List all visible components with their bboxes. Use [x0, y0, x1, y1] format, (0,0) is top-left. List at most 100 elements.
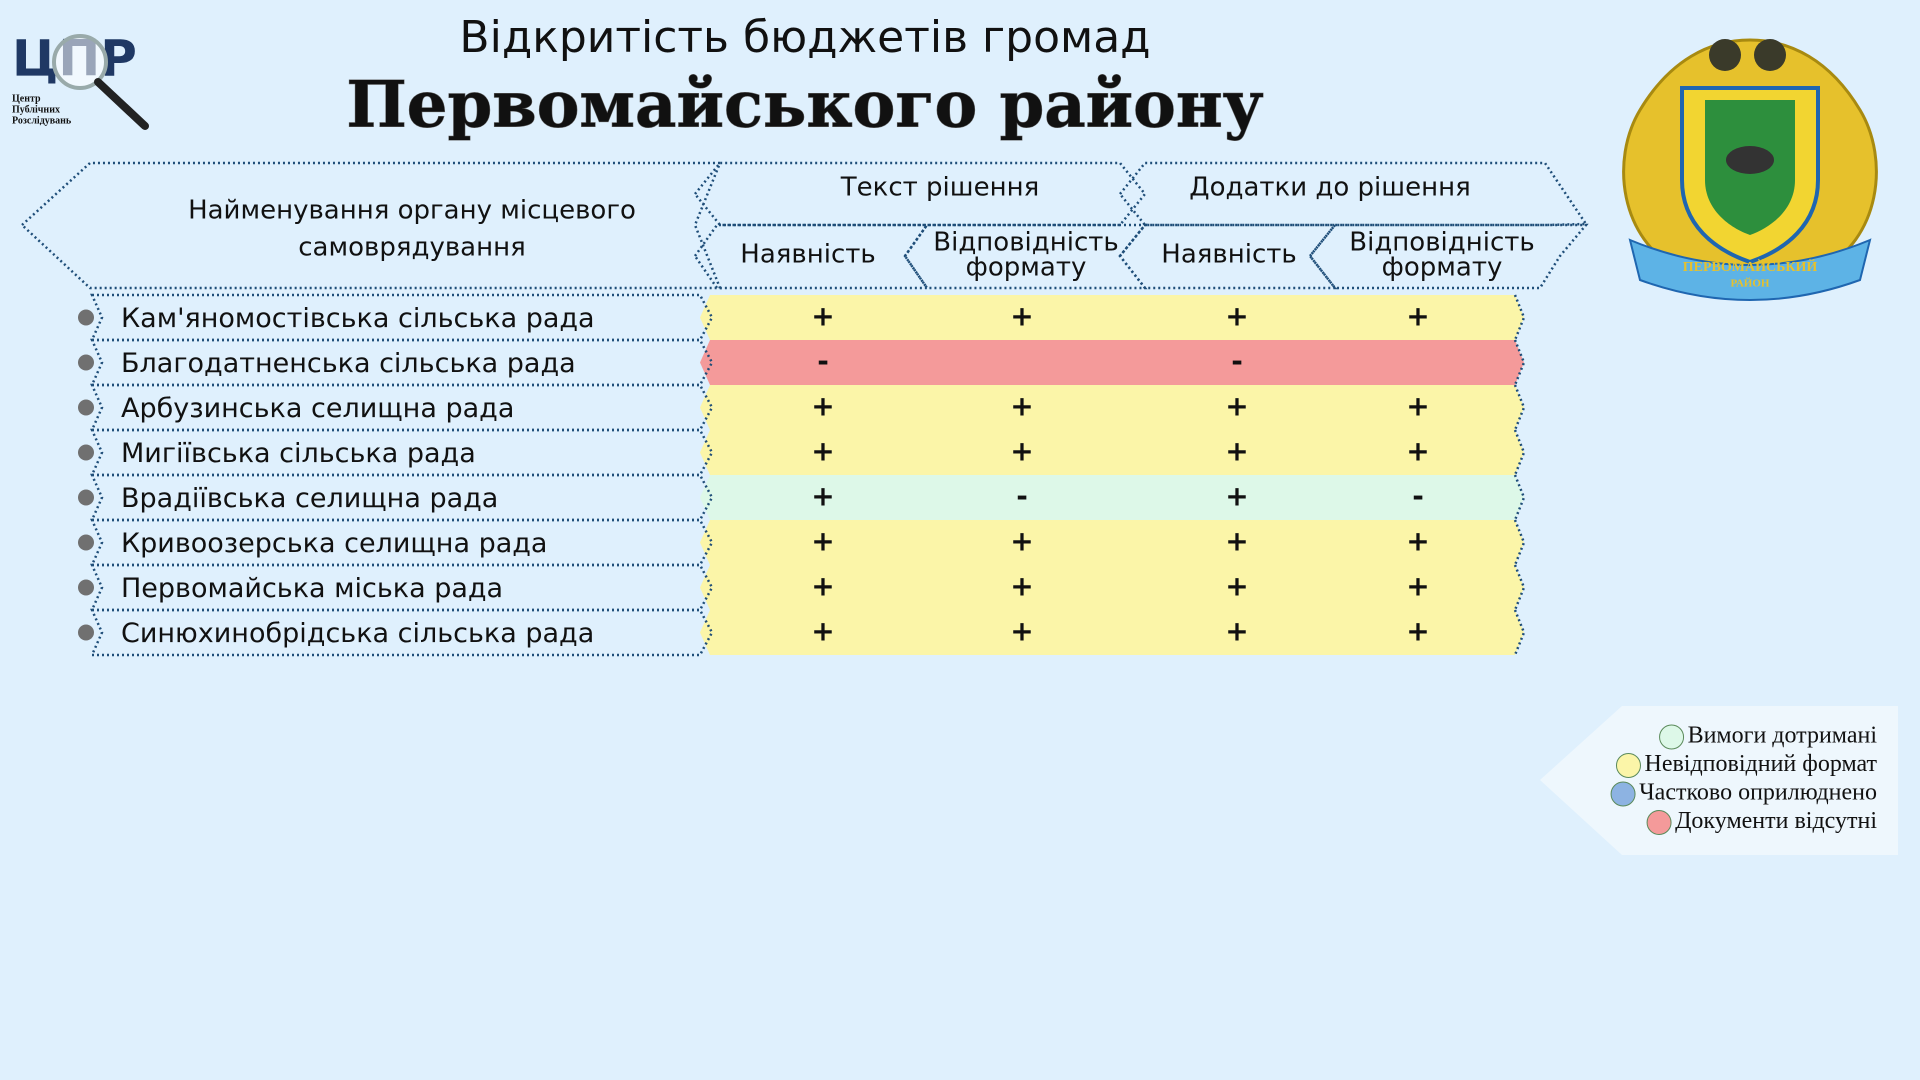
row-edge: [1513, 339, 1526, 386]
cell-mark: -: [1016, 480, 1028, 513]
cell-mark: +: [1225, 390, 1248, 423]
row-name: Мигіївська сільська рада: [121, 438, 476, 469]
row-name: Арбузинська селищна рада: [121, 393, 514, 424]
row-color: [700, 340, 1524, 385]
legend-label: Невідповідний формат: [1644, 751, 1877, 777]
bullet: [78, 579, 94, 596]
legend-swatch: [1610, 781, 1636, 807]
logo: ЦПР Центр Публічних Розслідувань: [12, 30, 149, 130]
cell-mark: +: [1225, 480, 1248, 513]
row-edge: [1513, 474, 1526, 521]
row-outline: [90, 608, 714, 657]
cell-mark: -: [817, 345, 829, 378]
subtitle: Відкритість бюджетів громад: [459, 12, 1150, 63]
cell-mark: +: [1406, 435, 1429, 468]
bird: [1726, 146, 1774, 174]
logo-line: Публічних: [12, 104, 60, 115]
cell-mark: +: [1406, 615, 1429, 648]
cell-mark: +: [811, 525, 834, 558]
row-color: [700, 520, 1524, 565]
cell-mark: +: [811, 390, 834, 423]
row-name: Первомайська міська рада: [121, 573, 503, 604]
row-color: [700, 475, 1524, 520]
cell-mark: +: [1010, 390, 1033, 423]
bullet: [78, 444, 94, 461]
legend-swatch: [1659, 724, 1685, 750]
bullet: [78, 534, 94, 551]
magnifier-handle: [94, 78, 149, 130]
bullet: [78, 309, 94, 326]
sub-header: Відповідність: [1349, 228, 1534, 258]
cell-mark: +: [1406, 570, 1429, 603]
cell-mark: +: [1225, 435, 1248, 468]
cell-mark: +: [811, 570, 834, 603]
sub-header: формату: [1382, 253, 1503, 283]
row-edge: [1513, 519, 1526, 566]
cell-mark: +: [1406, 300, 1429, 333]
cell-mark: +: [1010, 615, 1033, 648]
cell-mark: +: [1406, 390, 1429, 423]
row-edge: [1513, 564, 1526, 611]
row-color: [700, 385, 1524, 430]
row-outline: [90, 518, 714, 567]
legend-swatch: [1646, 810, 1672, 835]
cell-mark: +: [1010, 435, 1033, 468]
cell-mark: +: [1225, 525, 1248, 558]
header-cell: [20, 161, 722, 290]
row-name: Благодатненська сільська рада: [121, 348, 576, 379]
row-outline: [90, 473, 714, 522]
ribbon: [1628, 238, 1872, 301]
row-edge: [1513, 609, 1526, 656]
cell-mark: -: [1412, 480, 1424, 513]
row-color: [700, 610, 1524, 655]
legend-label: Частково оприлюднено: [1639, 780, 1877, 806]
row-color: [700, 295, 1524, 340]
cell-mark: +: [1225, 570, 1248, 603]
cell-mark: +: [1010, 525, 1033, 558]
row-outline: [90, 293, 714, 342]
cell-mark: +: [1010, 570, 1033, 603]
header-cell: [1118, 223, 1338, 290]
bullet: [78, 489, 94, 506]
emblem-text: РАЙОН: [1731, 278, 1770, 290]
row-outline: [90, 428, 714, 477]
row-name: Кривоозерська селищна рада: [121, 528, 547, 559]
row-edge: [1513, 429, 1526, 476]
sub-header: Наявність: [1161, 240, 1296, 270]
bullet: [78, 354, 94, 371]
row-color: [700, 430, 1524, 475]
name-header: Найменування органу місцевого: [188, 196, 636, 226]
row-color: [700, 565, 1524, 610]
table-header: Найменування органу місцевого самоврядув…: [20, 161, 1589, 290]
bullet: [78, 399, 94, 416]
row-name: Врадіївська селищна рада: [121, 483, 498, 514]
table-body: Кам'яномостівська сільська рада + + + + Благо…: [78, 293, 1526, 657]
sub-header: Відповідність: [933, 228, 1118, 258]
group-header: Додатки до рішення: [1189, 173, 1470, 203]
cell-mark: +: [1225, 615, 1248, 648]
header-cell: [1308, 223, 1589, 290]
cell-mark: +: [811, 300, 834, 333]
group-header: Текст рішення: [840, 173, 1039, 203]
sunflower: [1709, 39, 1741, 71]
cell-mark: +: [1225, 300, 1248, 333]
sub-header: Наявність: [740, 240, 875, 270]
row-outline: [90, 383, 714, 432]
sub-header: формату: [966, 253, 1087, 283]
cell-mark: +: [811, 615, 834, 648]
legend-label: Вимоги дотримані: [1688, 723, 1878, 749]
legend-swatch: [1615, 753, 1641, 778]
sunflower: [1754, 39, 1786, 71]
legend-label: Документи відсутні: [1675, 808, 1877, 834]
bullet: [78, 624, 94, 641]
row-name: Кам'яномостівська сільська рада: [121, 303, 595, 334]
cell-mark: +: [811, 435, 834, 468]
row-outline: [90, 563, 714, 612]
row-edge: [1513, 384, 1526, 431]
title: Первомайського району: [346, 68, 1263, 143]
emblem: ПЕРВОМАЙСЬКИЙ РАЙОН: [1622, 38, 1878, 301]
legend-box: [1540, 706, 1898, 855]
row-outline: [90, 338, 714, 387]
